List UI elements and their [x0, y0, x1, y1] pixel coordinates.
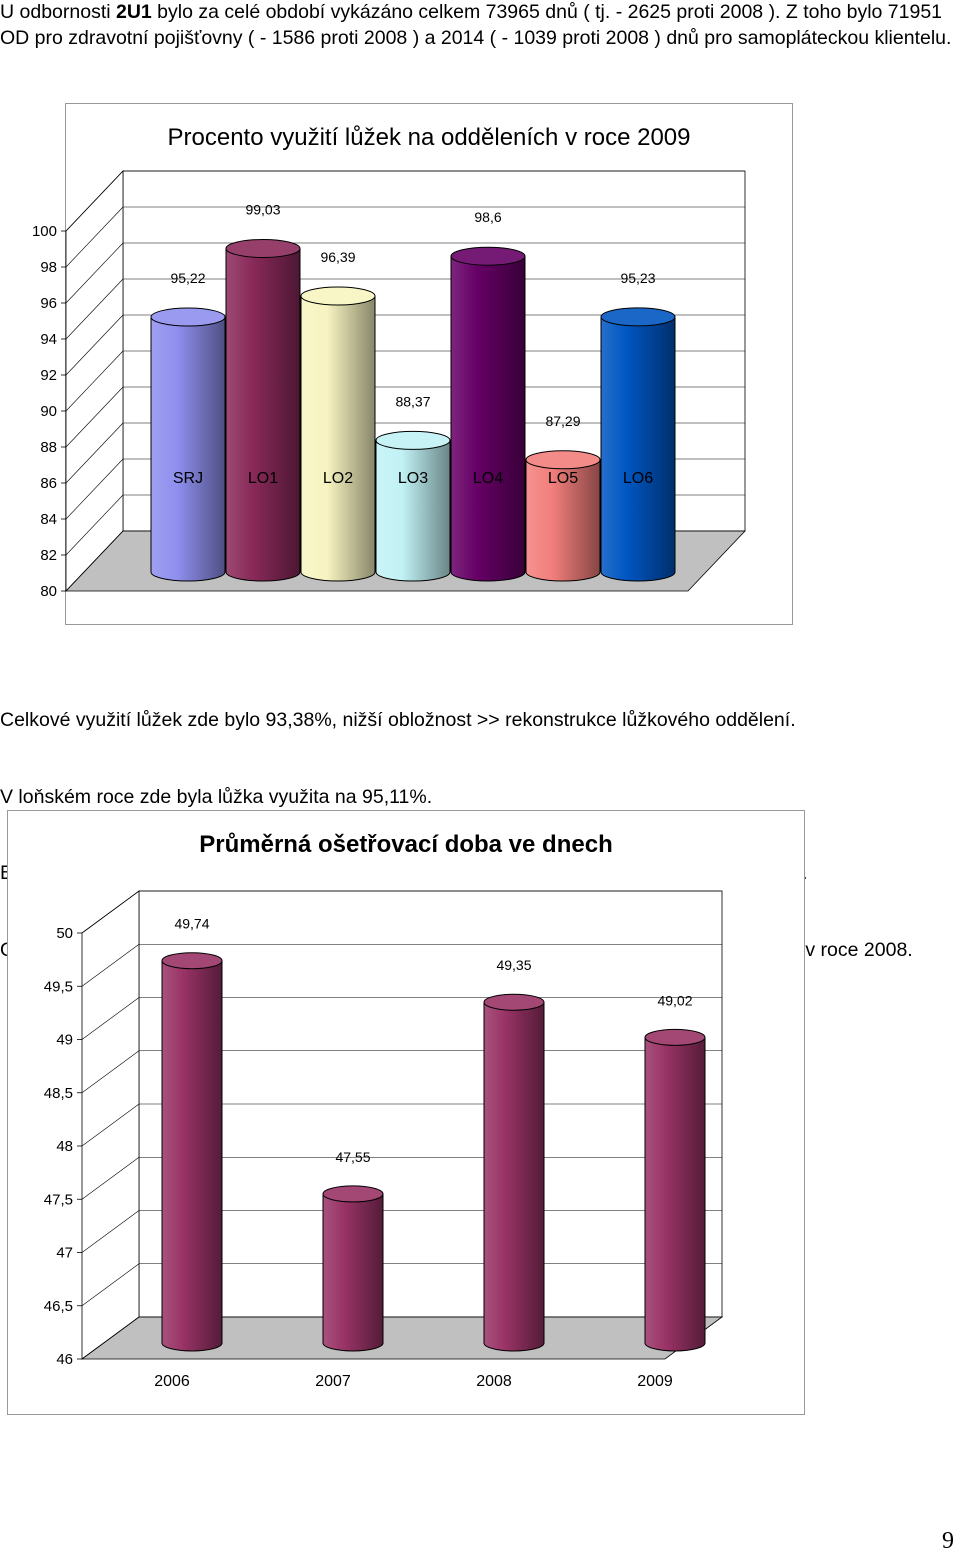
gridline — [81, 1210, 140, 1253]
bar-LO3 — [375, 439, 451, 582]
summary-line-1: Celkové využití lůžek zde bylo 93,38%, n… — [0, 709, 796, 731]
bar-top — [225, 238, 301, 258]
bar-top — [161, 952, 223, 970]
data-label: 96,39 — [320, 249, 355, 265]
gridline — [81, 890, 140, 934]
bar-LO1 — [225, 247, 301, 582]
y-tick-label: 80 — [40, 583, 57, 600]
y-tick-label: 94 — [40, 331, 57, 348]
y-tick-label: 82 — [40, 547, 57, 564]
chart-title: Procento využití lůžek na odděleních v r… — [167, 124, 691, 151]
gridline — [81, 997, 140, 1040]
data-label: 47,55 — [335, 1149, 370, 1165]
x-tick-label: LO5 — [548, 470, 578, 487]
y-tick-label: 47 — [56, 1245, 73, 1262]
bar-2006 — [161, 960, 223, 1352]
y-tick-label: 48,5 — [44, 1085, 73, 1102]
data-label: 49,74 — [174, 916, 209, 932]
chart-plot: 46 46,5 47 47,5 48 48,5 49 49,5 50 49,74 2006 47,55… — [44, 890, 724, 1390]
x-tick-label: 2008 — [476, 1373, 512, 1390]
y-tick-label: 50 — [56, 925, 73, 942]
summary-line-2: V loňském roce zde byla lůžka využita na… — [0, 785, 433, 808]
intro-paragraph: U odbornosti 2U1 bylo za celé období vyk… — [0, 0, 958, 51]
gridline — [65, 206, 124, 268]
bar-top — [450, 246, 526, 266]
intro-text-1: U odbornosti — [0, 1, 116, 23]
y-tick-label: 98 — [40, 259, 57, 276]
data-label: 49,35 — [496, 957, 531, 973]
bar-top — [300, 286, 376, 306]
data-label: 95,22 — [170, 270, 205, 286]
gridline — [65, 278, 124, 340]
data-label: 95,23 — [620, 270, 655, 286]
gridline — [65, 422, 124, 484]
y-tick-label: 92 — [40, 367, 57, 384]
bar-top — [644, 1028, 706, 1046]
y-tick-label: 49,5 — [44, 978, 73, 995]
gridline — [65, 458, 124, 520]
y-tick-label: 46 — [56, 1351, 73, 1368]
data-label: 88,37 — [395, 393, 430, 409]
gridline — [65, 314, 124, 376]
chart-title: Průměrná ošetřovací doba ve dnech — [199, 831, 613, 858]
gridline — [65, 494, 124, 556]
x-tick-label: LO1 — [248, 470, 278, 487]
x-tick-label: SRJ — [173, 470, 203, 487]
y-tick-label: 96 — [40, 295, 57, 312]
y-tick-label: 90 — [40, 403, 57, 420]
bar-LO4 — [450, 255, 526, 582]
y-tick-label: 84 — [40, 511, 57, 528]
avg-stay-chart: Průměrná ošetřovací doba ve dnech 46 46,5… — [7, 810, 805, 1415]
bed-usage-chart: Procento využití lůžek na odděleních v r… — [32, 103, 793, 625]
chart-plot: 80 82 84 86 88 90 92 94 96 98 100 95,22 SRJ 99,03 LO1 9… — [32, 169, 746, 600]
gridline — [65, 242, 124, 304]
gridline — [65, 170, 124, 232]
gridline — [65, 350, 124, 412]
bar-top — [600, 307, 676, 327]
x-tick-label: LO3 — [398, 470, 428, 487]
x-tick-label: 2006 — [154, 1373, 190, 1390]
data-label: 49,02 — [657, 992, 692, 1008]
y-tick-label: 47,5 — [44, 1191, 73, 1208]
y-tick-label: 48 — [56, 1138, 73, 1155]
y-tick-label: 46,5 — [44, 1298, 73, 1315]
bar-SRJ — [150, 316, 226, 582]
bar-top — [483, 993, 545, 1011]
gridline — [81, 1263, 140, 1306]
bar-top — [322, 1185, 384, 1203]
intro-bold-unit: 2U1 — [115, 1, 152, 23]
bar-top — [375, 430, 451, 450]
data-label: 99,03 — [245, 201, 280, 217]
gridline — [65, 530, 124, 592]
x-tick-label: LO6 — [623, 470, 653, 487]
x-tick-label: 2009 — [637, 1373, 673, 1390]
data-label: 87,29 — [545, 413, 580, 429]
gridline — [81, 944, 140, 987]
y-tick-label: 88 — [40, 439, 57, 456]
bar-2008 — [483, 1001, 545, 1352]
bar-2009 — [644, 1036, 706, 1352]
x-tick-label: 2007 — [315, 1373, 351, 1390]
data-label: 98,6 — [474, 209, 501, 225]
gridline — [81, 1316, 140, 1360]
bar-top — [525, 450, 601, 470]
y-tick-label: 86 — [40, 475, 57, 492]
bar-LO6 — [600, 316, 676, 582]
bar-LO5 — [525, 459, 601, 582]
intro-text-2: bylo za celé období vykázáno celkem 7396… — [0, 1, 952, 49]
gridline — [81, 1050, 140, 1093]
bar-top — [150, 307, 226, 327]
bar-LO2 — [300, 295, 376, 582]
y-tick-label: 49 — [56, 1032, 73, 1049]
x-tick-label: LO4 — [473, 470, 503, 487]
gridline — [81, 1103, 140, 1147]
x-tick-label: LO2 — [323, 470, 353, 487]
y-tick-label: 100 — [32, 223, 57, 240]
gridline — [65, 386, 124, 448]
page-number: 9 — [942, 1528, 954, 1554]
bar-2007 — [322, 1193, 384, 1352]
gridline — [81, 1157, 140, 1200]
